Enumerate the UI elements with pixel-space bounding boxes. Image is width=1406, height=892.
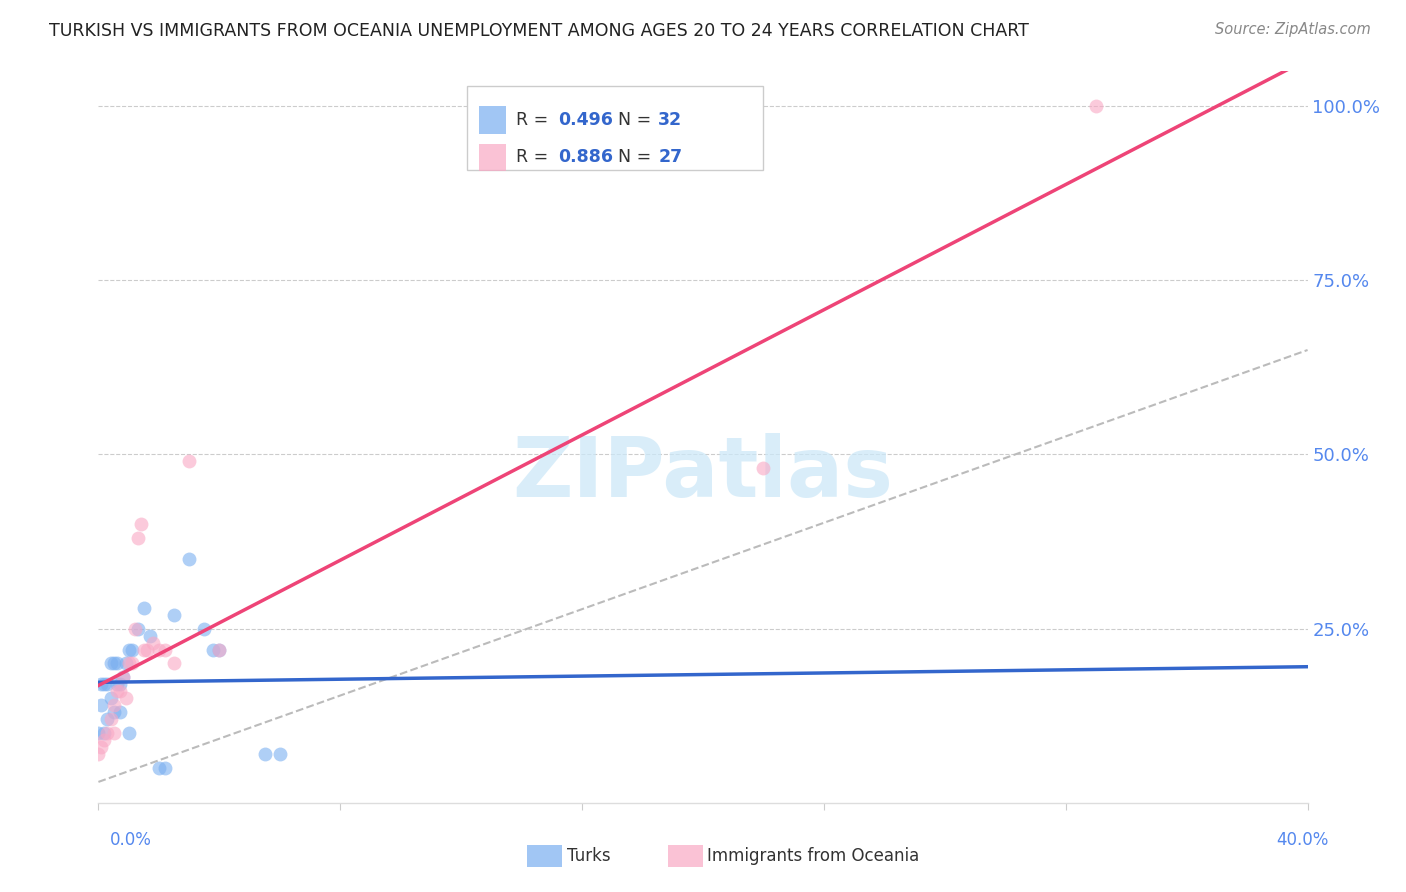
Point [139,629,162,643]
Text: 0.886: 0.886 [558,148,613,167]
Point [269,747,291,761]
Point [179,552,201,566]
Point [208,642,231,657]
Point [96,712,118,726]
Point [148,642,170,657]
Point [118,657,141,671]
Point [124,622,146,636]
Point [96,677,118,691]
Text: N =: N = [619,111,657,128]
Point [135,642,157,657]
Point [93,733,115,747]
Point [111,670,134,684]
Point [163,607,186,622]
Text: 0.496: 0.496 [558,111,613,128]
Point [1085,99,1108,113]
Point [127,531,149,545]
Point [118,642,141,657]
Point [105,684,128,698]
Text: 0.0%: 0.0% [110,831,152,849]
Point [90,740,112,755]
Point [100,657,122,671]
Point [127,622,149,636]
Point [93,726,115,740]
Point [121,642,143,657]
Point [100,691,122,706]
Text: R =: R = [516,111,554,128]
Point [108,705,131,719]
Text: 32: 32 [658,111,682,128]
Text: ZIPatlas: ZIPatlas [513,434,893,514]
Text: 40.0%: 40.0% [1277,831,1329,849]
Point [118,726,141,740]
Point [121,657,143,671]
Point [108,684,131,698]
Point [142,635,165,649]
Point [103,657,125,671]
Point [132,600,155,615]
Point [103,698,125,713]
Point [87,747,110,761]
Point [129,517,152,532]
Text: Immigrants from Oceania: Immigrants from Oceania [707,847,920,865]
Text: TURKISH VS IMMIGRANTS FROM OCEANIA UNEMPLOYMENT AMONG AGES 20 TO 24 YEARS CORREL: TURKISH VS IMMIGRANTS FROM OCEANIA UNEMP… [49,22,1029,40]
Text: 27: 27 [658,148,682,167]
Point [103,705,125,719]
Point [132,642,155,657]
Point [96,726,118,740]
FancyBboxPatch shape [467,86,763,170]
Point [153,761,176,775]
Point [208,642,231,657]
Point [100,712,122,726]
Point [90,698,112,713]
Text: Source: ZipAtlas.com: Source: ZipAtlas.com [1215,22,1371,37]
Point [202,642,225,657]
Text: N =: N = [619,148,657,167]
Point [105,677,128,691]
Point [148,761,170,775]
Point [153,642,176,657]
Point [87,726,110,740]
Point [93,677,115,691]
Point [253,747,276,761]
Point [114,657,136,671]
Point [90,677,112,691]
Point [752,461,775,475]
Point [114,691,136,706]
Text: Turks: Turks [567,847,610,865]
Y-axis label: Unemployment Among Ages 20 to 24 years: Unemployment Among Ages 20 to 24 years [0,255,8,619]
Text: R =: R = [516,148,554,167]
Point [108,677,131,691]
Point [105,657,128,671]
Point [179,454,201,468]
Point [103,726,125,740]
Bar [479,106,506,134]
Point [193,622,215,636]
Point [111,670,134,684]
Point [163,657,186,671]
Bar [479,144,506,171]
